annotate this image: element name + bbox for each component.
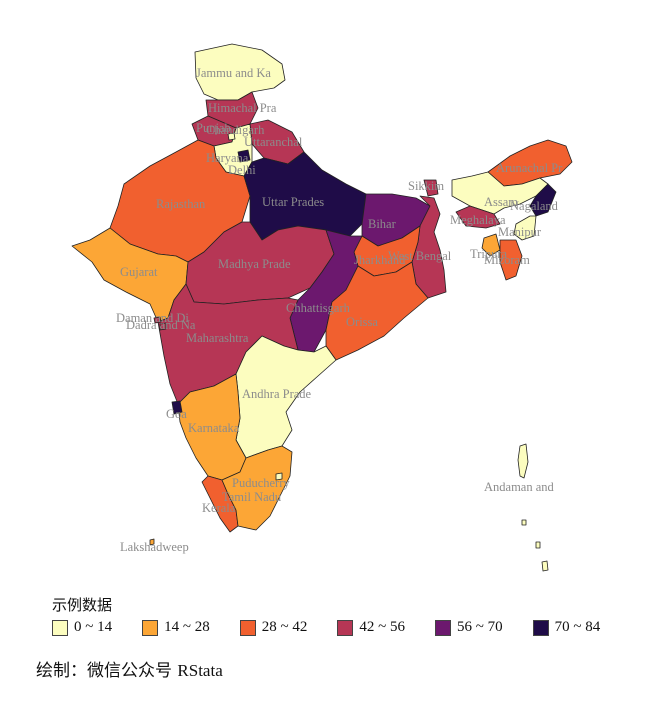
label-goa: Goa [166, 407, 187, 421]
label-haryana: Haryana [206, 151, 249, 165]
label-chandigarh: Chandigarh [206, 123, 265, 137]
label-karnataka: Karnataka [188, 421, 240, 435]
region-meghalaya [455, 205, 501, 229]
region-delhi [237, 149, 251, 163]
legend-swatch [435, 619, 451, 636]
region-nagaland [529, 183, 557, 217]
legend-label: 0 ~ 14 [74, 619, 113, 635]
label-sikkim: Sikkim [408, 179, 444, 193]
label-maharashtra: Maharashtra [186, 331, 249, 345]
legend-item: 28 ~ 42 [239, 619, 308, 636]
legend-item: 0 ~ 14 [52, 619, 112, 636]
region-mizoram [499, 239, 523, 281]
region-dadra-and-nagar-haveli [159, 322, 167, 331]
label-meghalaya: Meghalaya [450, 213, 506, 227]
legend-swatch [142, 619, 159, 636]
region-sikkim [423, 179, 439, 197]
label-tripura: Tripura [470, 247, 507, 261]
label-jammu-and-kashmir: Jammu and Ka [196, 66, 271, 80]
label-west-bengal: West Bengal [388, 249, 452, 263]
legend-swatch [239, 619, 256, 636]
region-orissa [325, 261, 429, 361]
label-arunachal-pradesh: Arunachal Pr [496, 161, 563, 175]
credit-line: 绘制：微信公众号 RStata [36, 656, 223, 681]
legend-label: 56 ~ 70 [457, 619, 503, 635]
label-delhi: Delhi [228, 163, 256, 177]
label-kerala: Kerala [202, 501, 236, 515]
legend-label: 70 ~ 84 [554, 619, 601, 635]
label-jharkhand: Jharkhand [354, 253, 406, 267]
label-andhra-pradesh: Andhra Prade [242, 387, 312, 401]
label-gujarat: Gujarat [120, 265, 158, 279]
label-rajasthan: Rajasthan [156, 197, 206, 211]
legend-label: 42 ~ 56 [359, 619, 405, 635]
label-madhya-pradesh: Madhya Prade [218, 257, 291, 271]
legend-label: 14 ~ 28 [164, 619, 210, 635]
region-manipur [513, 215, 537, 241]
legend-swatch [532, 619, 549, 636]
label-manipur: Manipur [498, 225, 542, 239]
region-chandigarh [227, 132, 236, 141]
credit-prefix: 绘制：微信公众号 [36, 661, 178, 681]
legend-label: 28 ~ 42 [261, 619, 308, 635]
label-tamil-nadu: Tamil Nadu [222, 490, 282, 504]
region-tripura [481, 233, 501, 257]
label-lakshadweep: Lakshadweep [120, 540, 189, 554]
india-choropleth-map: Jammu and Ka Himachal Pra Punjab Chandig… [71, 43, 573, 572]
label-nagaland: Nagaland [510, 199, 559, 213]
label-dadra-and-nagar-haveli: Dadra and Na [126, 318, 196, 332]
label-himachal-pradesh: Himachal Pra [208, 101, 277, 115]
label-orissa: Orissa [346, 315, 378, 329]
legend-swatch [337, 619, 354, 636]
legend-swatch [52, 619, 68, 636]
legend-item: 70 ~ 84 [532, 619, 601, 636]
label-bihar: Bihar [368, 217, 397, 231]
label-uttar-pradesh: Uttar Prades [262, 195, 324, 209]
region-tamil-nadu [221, 445, 293, 531]
label-assam: Assam [484, 195, 518, 209]
legend-item: 14 ~ 28 [142, 619, 210, 636]
legend: 0 ~ 14 14 ~ 28 28 ~ 42 42 ~ 56 56 ~ 70 7… [52, 619, 630, 636]
region-chhattisgarh [289, 229, 363, 353]
label-punjab: Punjab [196, 121, 231, 135]
legend-title: 示例数据 [52, 596, 113, 614]
label-uttaranchal: Uttaranchal [244, 135, 303, 149]
legend-item: 56 ~ 70 [435, 619, 503, 636]
label-daman-and-diu: Daman and Di [116, 311, 189, 325]
label-mizoram: Mizoram [484, 253, 530, 267]
region-daman-and-diu [153, 316, 162, 324]
legend-item: 42 ~ 56 [337, 619, 405, 636]
label-chhattisgarh: Chhattisgarh [286, 301, 351, 315]
region-andaman-and-nicobar [517, 443, 549, 572]
region-jammu-and-kashmir [194, 43, 286, 101]
region-lakshadweep [149, 538, 155, 546]
label-andaman-and-nicobar: Andaman and [484, 480, 555, 494]
region-goa [171, 400, 183, 415]
credit-name: RStata [177, 661, 223, 680]
label-puducherry: Puducherry [232, 476, 290, 490]
region-puducherry [275, 472, 283, 481]
